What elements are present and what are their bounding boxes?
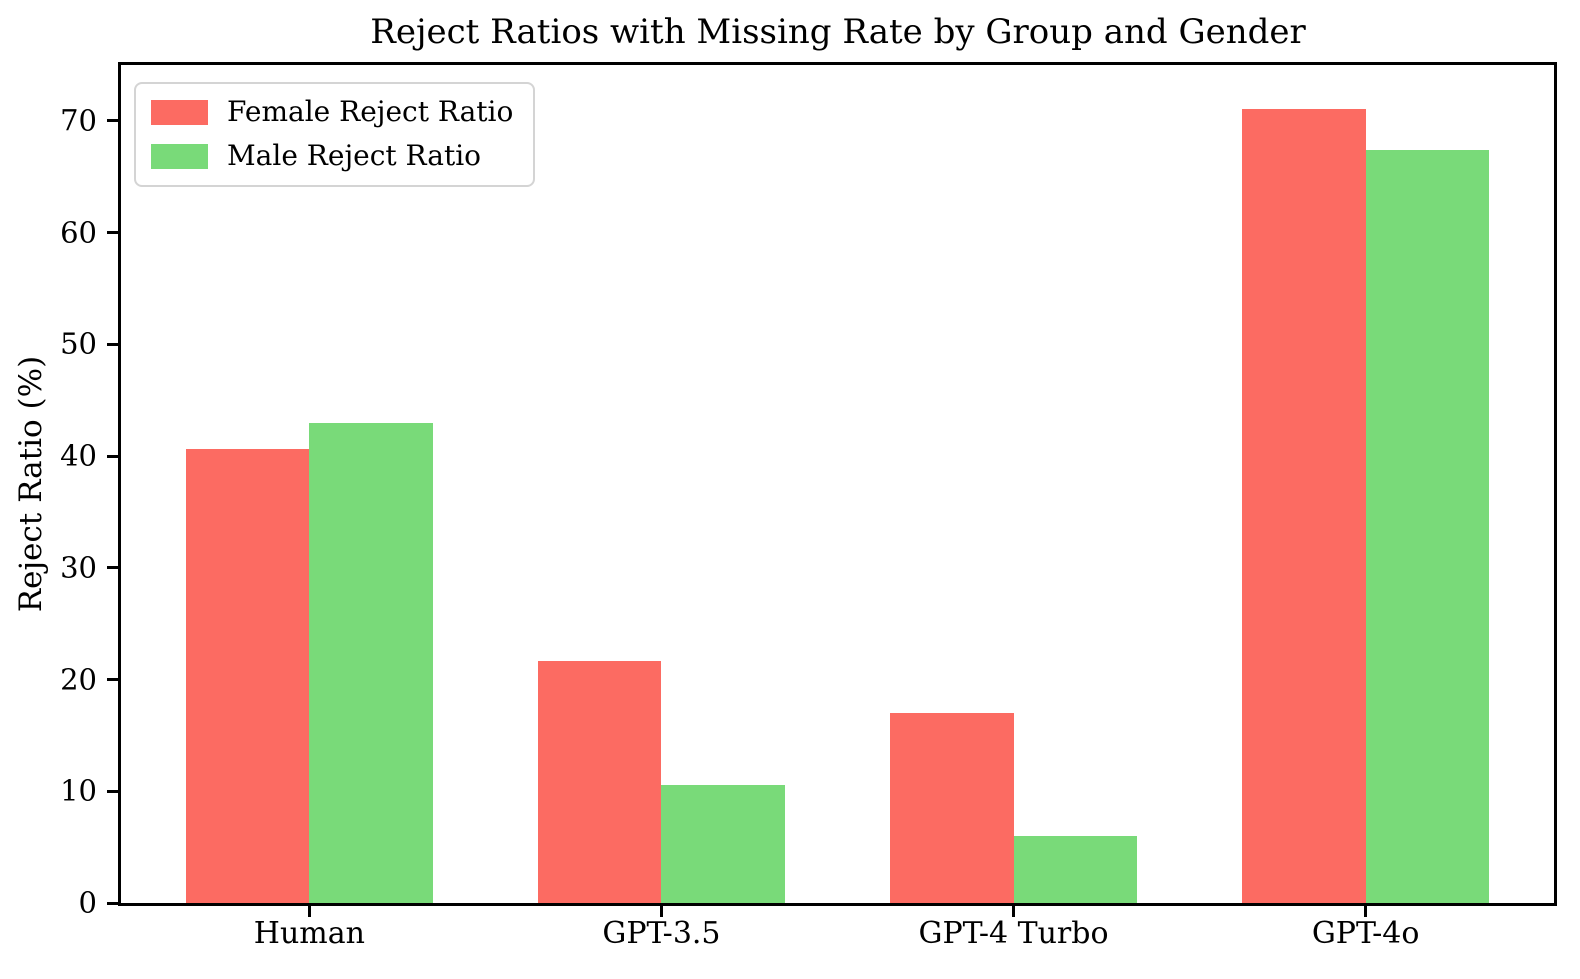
plot-area: Female Reject Ratio Male Reject Ratio 0 10…	[60, 62, 1557, 949]
legend-label: Male Reject Ratio	[227, 138, 482, 172]
y-tick-mark	[107, 231, 118, 235]
y-tick-mark	[107, 454, 118, 458]
chart-title: Reject Ratios with Missing Rate by Group…	[370, 12, 1306, 52]
legend-item: Male Reject Ratio	[151, 138, 513, 172]
bar-male-3	[1365, 149, 1489, 903]
y-tick-label: 20	[60, 662, 97, 697]
bar-female-1	[538, 660, 662, 903]
y-tick-label: 70	[60, 103, 97, 138]
bar-male-0	[309, 422, 433, 903]
y-tick-label: 0	[78, 885, 97, 920]
x-tick-label: GPT-3.5	[602, 916, 721, 951]
legend-swatch	[151, 143, 208, 169]
x-tick-mark	[659, 906, 663, 917]
y-tick-label: 50	[60, 326, 97, 361]
y-tick-mark	[107, 342, 118, 346]
bar-male-1	[661, 784, 785, 903]
y-tick-mark	[107, 566, 118, 570]
bar-male-2	[1013, 835, 1137, 903]
legend-item: Female Reject Ratio	[151, 95, 514, 128]
y-tick-label: 30	[60, 550, 97, 585]
bar-female-0	[186, 449, 310, 903]
bar-female-3	[1242, 108, 1366, 903]
x-tick-label: GPT-4 Turbo	[918, 916, 1109, 951]
bar-female-2	[890, 713, 1014, 903]
y-tick-label: 60	[60, 215, 97, 250]
y-tick-mark	[107, 901, 118, 905]
x-tick-label: GPT-4o	[1311, 916, 1420, 951]
legend-swatch	[151, 99, 208, 125]
y-axis-label: Reject Ratio (%)	[13, 355, 49, 613]
y-tick-label: 40	[60, 438, 97, 473]
legend: Female Reject Ratio Male Reject Ratio	[134, 82, 536, 187]
x-tick-mark	[1012, 906, 1016, 917]
x-tick-label: Human	[253, 916, 365, 951]
y-tick-label: 10	[60, 773, 97, 808]
y-tick-mark	[107, 119, 118, 123]
y-tick-mark	[107, 789, 118, 793]
x-tick-mark	[1364, 906, 1368, 917]
y-tick-mark	[107, 678, 118, 682]
legend-label: Female Reject Ratio	[227, 95, 514, 128]
x-tick-mark	[307, 906, 311, 917]
